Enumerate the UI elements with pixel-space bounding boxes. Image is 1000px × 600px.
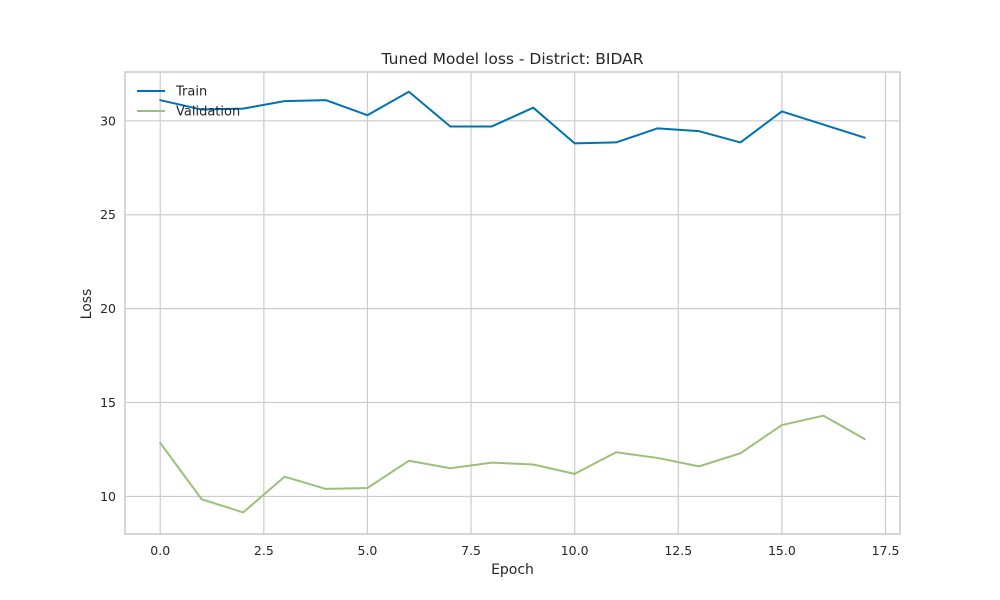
series-line-train [159, 90, 866, 145]
legend-label-train: Train [175, 85, 207, 100]
legend: Train Validation [137, 85, 240, 120]
x-tick-label: 0.0 [150, 543, 170, 558]
y-axis-title: Loss [79, 289, 95, 320]
legend-label-validation: Validation [176, 105, 240, 120]
series-lines [159, 90, 866, 514]
chart-title: Tuned Model loss - District: BIDAR [381, 50, 644, 68]
plot-frame [124, 71, 901, 535]
y-tick-label: 25 [100, 207, 116, 222]
series-line-validation [159, 414, 866, 514]
x-ticks: 0.0 2.5 5.0 7.5 10.0 12.5 15.0 17.5 [150, 543, 899, 558]
x-tick-label: 2.5 [254, 543, 274, 558]
x-tick-label: 15.0 [768, 543, 796, 558]
y-tick-label: 10 [100, 489, 116, 504]
x-tick-label: 12.5 [664, 543, 692, 558]
x-tick-label: 10.0 [561, 543, 589, 558]
y-tick-label: 15 [100, 395, 116, 410]
x-tick-label: 7.5 [461, 543, 481, 558]
x-tick-label: 17.5 [872, 543, 900, 558]
y-tick-label: 30 [100, 113, 116, 128]
plot-area [125, 72, 900, 534]
x-axis-title: Epoch [491, 562, 534, 578]
y-ticks: 10 15 20 25 30 [100, 113, 116, 504]
x-tick-label: 5.0 [358, 543, 378, 558]
y-tick-label: 20 [100, 301, 116, 316]
